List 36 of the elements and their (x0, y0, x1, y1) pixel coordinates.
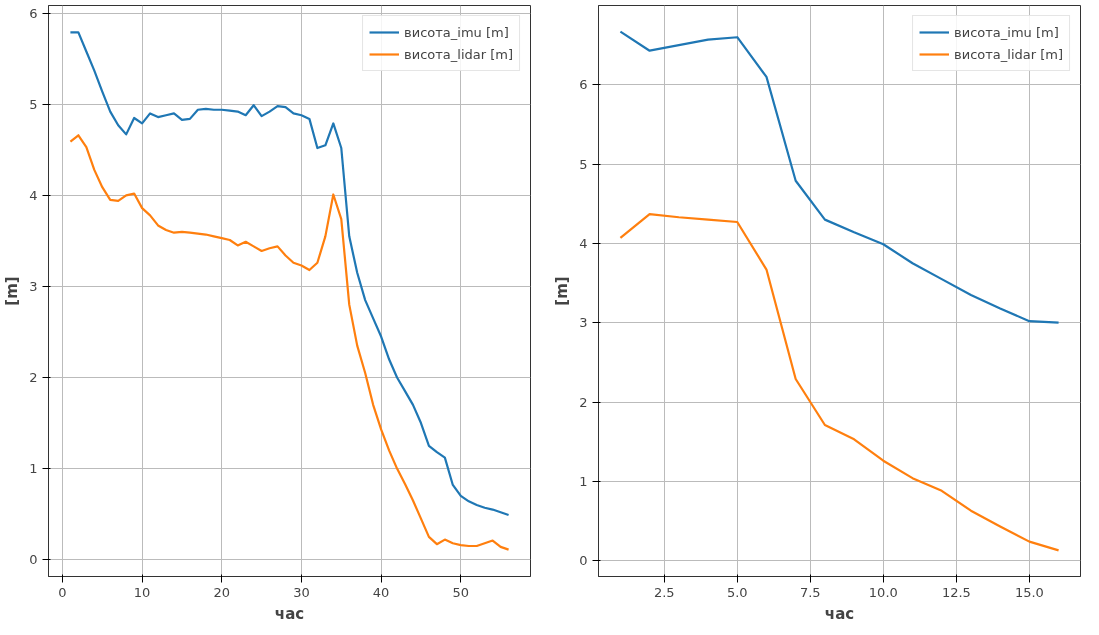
x-tick-label: 5.0 (726, 584, 748, 600)
y-axis-title: [m] (553, 276, 572, 306)
x-tick-label: 7.5 (799, 584, 821, 600)
y-tick-label: 2 (579, 394, 588, 410)
y-tick-label: 6 (579, 77, 588, 93)
x-tick-label: 40 (372, 584, 390, 600)
x-axis-title: час (824, 604, 855, 623)
legend-label: висота_lidar [m] (404, 46, 513, 62)
x-tick-label: 10 (133, 584, 151, 600)
x-tick-label: 0 (58, 584, 67, 600)
legend-label: висота_imu [m] (954, 24, 1059, 40)
x-tick-label: 12.5 (941, 584, 971, 600)
x-tick-label: 10.0 (868, 584, 898, 600)
y-tick-label: 4 (29, 187, 38, 203)
y-tick-label: 5 (29, 96, 38, 112)
y-tick-label: 1 (29, 461, 38, 477)
y-tick-label: 6 (29, 5, 38, 21)
y-tick-label: 5 (579, 156, 588, 172)
legend-label: висота_imu [m] (404, 24, 509, 40)
x-tick-label: 2.5 (653, 584, 675, 600)
line-series (619, 212, 1060, 552)
x-tick-label: 50 (452, 584, 470, 600)
y-tick-label: 3 (579, 315, 588, 331)
y-tick-label: 1 (579, 473, 588, 489)
line-series (69, 134, 510, 551)
x-axis-title: час (274, 604, 305, 623)
y-axis-title: [m] (3, 276, 22, 306)
y-tick-label: 0 (579, 553, 588, 569)
x-tick-label: 20 (213, 584, 231, 600)
y-tick-label: 0 (29, 552, 38, 568)
y-tick-label: 2 (29, 370, 38, 386)
legend-label: висота_lidar [m] (954, 46, 1063, 62)
x-tick-label: 15.0 (1014, 584, 1044, 600)
y-tick-label: 4 (579, 235, 588, 251)
x-tick-label: 30 (293, 584, 310, 600)
y-tick-label: 3 (29, 278, 38, 294)
